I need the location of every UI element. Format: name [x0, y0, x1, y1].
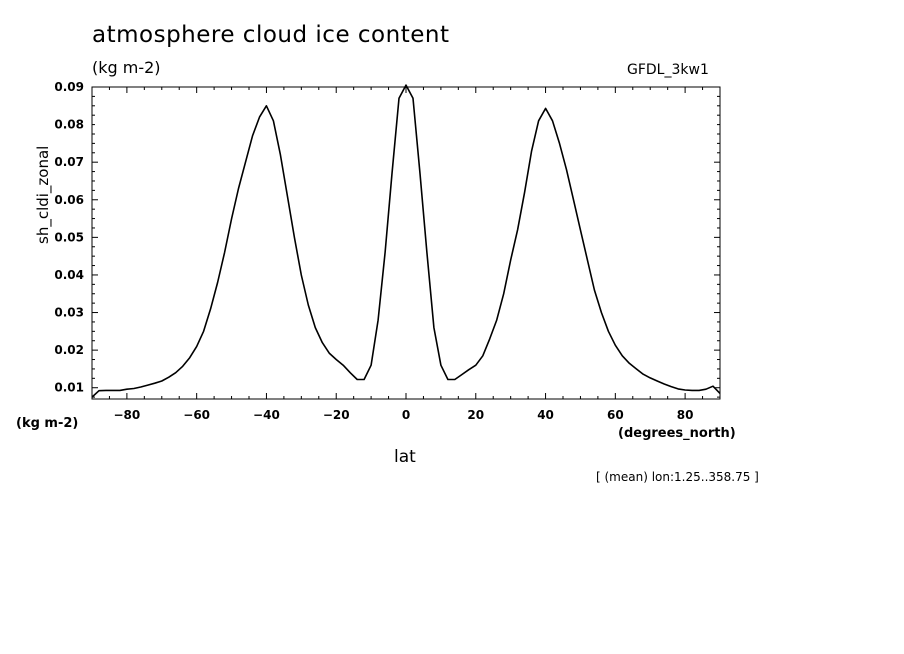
tick-labels: −80 −60 −40 −20 0 20 40 60 80 0.01 0.02 0.03 0.04 0.0… — [54, 80, 693, 422]
y-tick-label: 0.09 — [54, 80, 84, 94]
x-tick-label: −60 — [183, 408, 210, 422]
x-tick-label: 20 — [467, 408, 484, 422]
y-tick-label: 0.03 — [54, 306, 84, 320]
x-axis-label: lat — [394, 447, 416, 467]
series-line-0 — [91, 84, 721, 398]
y-tick-label: 0.02 — [54, 343, 84, 357]
chart-title: atmosphere cloud ice content — [92, 22, 450, 48]
y-tick-label: 0.06 — [54, 193, 84, 207]
x-tick-label: −40 — [253, 408, 280, 422]
y-tick-label: 0.08 — [54, 118, 84, 132]
y-tick-label: 0.01 — [54, 381, 84, 395]
y-axis-units: (kg m-2) — [16, 416, 79, 431]
footnote: [ (mean) lon:1.25..358.75 ] — [596, 470, 759, 484]
y-tick-label: 0.07 — [54, 155, 84, 169]
x-tick-label: 60 — [607, 408, 624, 422]
x-tick-label: −20 — [323, 408, 350, 422]
x-tick-label: 80 — [677, 408, 694, 422]
y-tick-label: 0.04 — [54, 268, 84, 282]
series-group — [91, 84, 721, 398]
model-name: GFDL_3kw1 — [627, 62, 709, 78]
x-tick-label: −80 — [114, 408, 141, 422]
chart-units: (kg m-2) — [92, 58, 161, 77]
axis-ticks — [91, 86, 721, 399]
plot-frame — [91, 86, 721, 400]
x-tick-label: 40 — [537, 408, 554, 422]
x-tick-label: 0 — [402, 408, 410, 422]
x-axis-units: (degrees_north) — [618, 426, 736, 441]
y-tick-label: 0.05 — [54, 230, 84, 244]
